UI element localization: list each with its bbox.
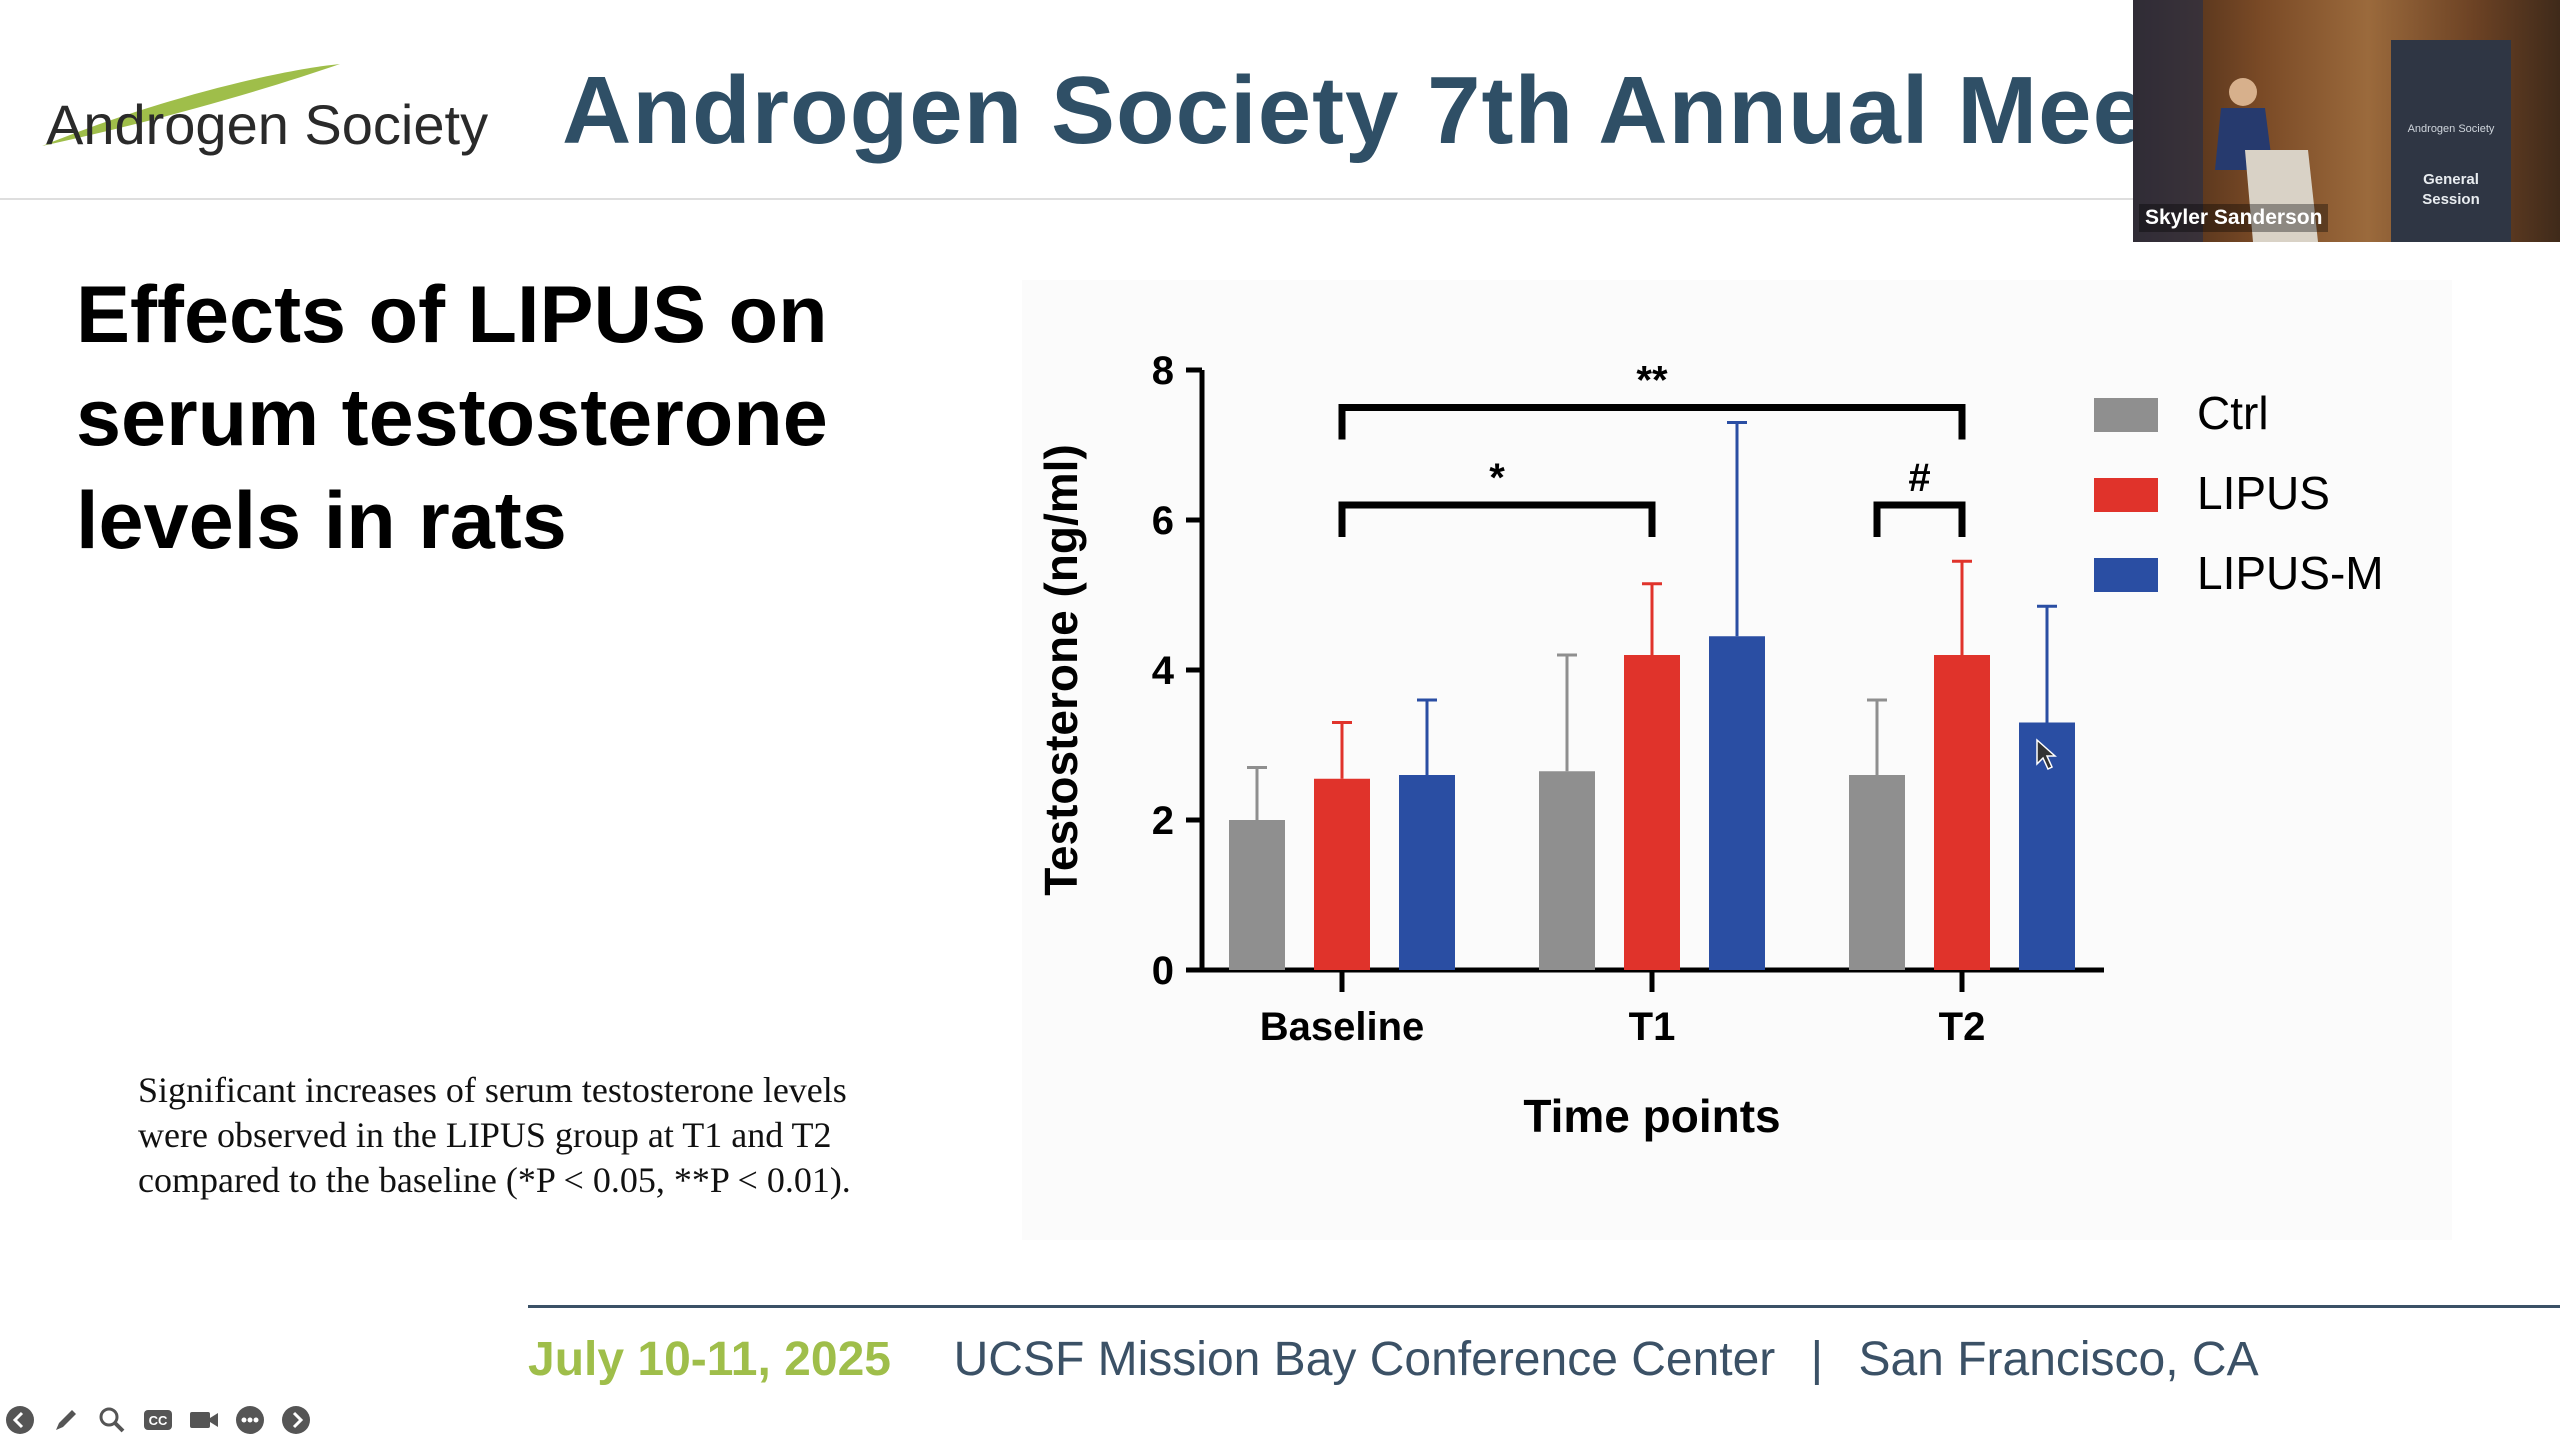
slide-title-line: serum testosterone (76, 373, 828, 463)
bar-lipus-m (1399, 775, 1455, 970)
mouse-cursor-icon (2036, 738, 2057, 771)
y-tick-label: 4 (1152, 649, 1175, 693)
legend-swatch (2094, 558, 2158, 592)
bar-lipus (1934, 655, 1990, 970)
legend-swatch (2094, 478, 2158, 512)
bar-ctrl (1229, 820, 1285, 970)
y-tick-label: 2 (1152, 799, 1174, 843)
slide-caption: Significant increases of serum testoster… (138, 1068, 998, 1203)
zoom-icon[interactable] (94, 1402, 130, 1438)
x-tick-label: Baseline (1260, 1005, 1425, 1049)
androgen-society-logo: Androgen Society (40, 58, 500, 168)
footer-divider (528, 1305, 2560, 1308)
slide-title-line: levels in rats (76, 476, 567, 566)
y-tick-label: 8 (1152, 349, 1174, 393)
x-tick-label: T1 (1629, 1005, 1676, 1049)
legend-label: LIPUS-M (2197, 547, 2384, 599)
footer-date: July 10-11, 2025 (528, 1333, 891, 1386)
caption-line: Significant increases of serum testoster… (138, 1070, 847, 1110)
lectern (2245, 150, 2318, 242)
pen-icon[interactable] (48, 1402, 84, 1438)
footer: July 10-11, 2025 UCSF Mission Bay Confer… (528, 1332, 2259, 1387)
y-tick-label: 0 (1152, 949, 1174, 993)
camera-icon[interactable] (186, 1402, 222, 1438)
chart-panel: 0 2 4 6 8 Testosterone (ng/ml) Time points Base… (1022, 280, 2452, 1240)
bar-ctrl (1539, 771, 1595, 970)
footer-city: San Francisco, CA (1858, 1333, 2259, 1386)
y-axis-label: Testosterone (ng/ml) (1035, 444, 1087, 896)
testosterone-bar-chart: 0 2 4 6 8 Testosterone (ng/ml) Time points Base… (1035, 349, 2384, 1142)
significance-label: # (1908, 456, 1930, 500)
logo-swoosh-icon (42, 64, 340, 146)
bar-lipus (1624, 655, 1680, 970)
significance-label: ** (1636, 359, 1668, 403)
banner-line: Session (2422, 191, 2480, 208)
legend-swatch (2094, 398, 2158, 432)
x-axis-label: Time points (1523, 1090, 1780, 1142)
speaker-name-label: Skyler Sanderson (2139, 204, 2329, 232)
logo-text: Androgen Society (46, 93, 489, 156)
significance-label: * (1489, 456, 1505, 500)
more-icon[interactable] (232, 1402, 268, 1438)
significance-bracket (1873, 501, 1966, 537)
footer-venue: UCSF Mission Bay Conference Center (953, 1333, 1776, 1386)
bar-lipus (1314, 778, 1370, 970)
banner-stand (2391, 40, 2511, 242)
captions-icon[interactable]: CC (140, 1402, 176, 1438)
slide-title: Effects of LIPUS on serum testosterone l… (76, 264, 976, 573)
speaker-video-frame: Androgen Society General Session (2133, 0, 2560, 242)
slide-title-line: Effects of LIPUS on (76, 270, 828, 360)
speaker-video-thumbnail[interactable]: Androgen Society General Session Skyler … (2133, 0, 2560, 242)
x-tick-label: T2 (1939, 1005, 1986, 1049)
significance-bracket (1338, 404, 1966, 440)
caption-line: compared to the baseline (*P < 0.05, **P… (138, 1160, 851, 1200)
legend-label: Ctrl (2197, 387, 2269, 439)
forward-icon[interactable] (278, 1402, 314, 1438)
footer-separator: | (1810, 1333, 1824, 1386)
significance-bracket (1338, 501, 1656, 537)
header-divider (0, 198, 2140, 200)
bar-lipus-m (1709, 636, 1765, 970)
captions-label: CC (149, 1413, 168, 1428)
back-icon[interactable] (2, 1402, 38, 1438)
bar-ctrl (1849, 775, 1905, 970)
caption-line: were observed in the LIPUS group at T1 a… (138, 1115, 832, 1155)
banner-logo-text: Androgen Society (2408, 123, 2495, 135)
banner-line: General (2423, 171, 2479, 188)
presentation-toolbar: CC (2, 1400, 314, 1440)
y-tick-label: 6 (1152, 499, 1174, 543)
conference-title: Androgen Society 7th Annual Meeting (562, 57, 2327, 164)
legend-label: LIPUS (2197, 467, 2330, 519)
